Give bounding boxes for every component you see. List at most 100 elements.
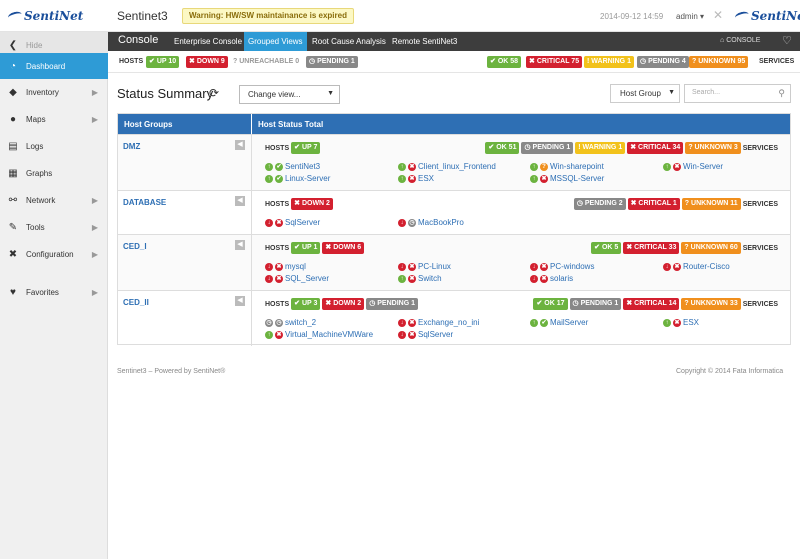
host-item[interactable]: ↑ ✔ SentiNet3 bbox=[265, 162, 320, 171]
caret-down-icon: ▼ bbox=[327, 90, 334, 97]
host-item[interactable]: ↓ ✖ SQL_Server bbox=[265, 274, 329, 283]
host-item[interactable]: ↓ ✖ SqlServer bbox=[265, 218, 320, 227]
x-circle-icon: ✖ bbox=[275, 218, 283, 227]
tab-root-cause-analysis[interactable]: Root Cause Analysis bbox=[312, 37, 386, 46]
host-item[interactable]: ↑ ✖ ESX bbox=[663, 318, 699, 327]
host-item[interactable]: ↓ ✖ solaris bbox=[530, 274, 573, 283]
host-item[interactable]: ↑ ✖ Switch bbox=[398, 274, 442, 283]
fullscreen-icon[interactable]: ✕ bbox=[713, 8, 724, 22]
host-item[interactable]: ↑ ✖ MSSQL-Server bbox=[530, 174, 604, 183]
services-unknown-badge[interactable]: ? UNKNOWN 33 bbox=[681, 298, 741, 310]
host-item[interactable]: ↓ ✖ Router-Cisco bbox=[663, 262, 730, 271]
host-item[interactable]: ↑? Win-sharepoint bbox=[530, 162, 604, 171]
tab-enterprise-console[interactable]: Enterprise Console bbox=[174, 37, 243, 46]
host-item[interactable]: ↓ ✖ mysql bbox=[265, 262, 306, 271]
badge-text: PENDING 1 bbox=[377, 300, 415, 307]
host-item[interactable]: ↑ ✖ Virtual_MachineVMWare bbox=[265, 330, 373, 339]
hosts-up-badge[interactable]: ✔ UP 10 bbox=[146, 56, 180, 68]
services-critical-badge[interactable]: ✖ CRITICAL 1 bbox=[627, 198, 680, 210]
chevron-right-icon: ▶ bbox=[91, 287, 98, 297]
collapse-icon[interactable]: ◀ bbox=[235, 296, 245, 306]
hosts-down-badge[interactable]: ✖ DOWN 2 bbox=[322, 298, 365, 310]
tab-grouped-views[interactable]: Grouped Views bbox=[244, 32, 307, 51]
host-item[interactable]: ↓ ✖ PC-windows bbox=[530, 262, 594, 271]
services-unknown-badge[interactable]: ? UNKNOWN 60 bbox=[681, 242, 741, 254]
collapse-icon[interactable]: ◀ bbox=[235, 196, 245, 206]
services-unknown-badge[interactable]: ? UNKNOWN 95 bbox=[689, 56, 749, 68]
sidebar-item-dashboard[interactable]: ◔ Dashboard bbox=[0, 53, 108, 79]
host-item[interactable]: ↓ ✖ SqlServer bbox=[398, 330, 453, 339]
hosts-up-badge[interactable]: ✔ UP 7 bbox=[291, 142, 321, 154]
dashboard-icon: ◔ bbox=[9, 60, 17, 72]
services-pending-badge[interactable]: ◷ PENDING 2 bbox=[573, 198, 626, 210]
services-pending-badge[interactable]: ◷ PENDING 4 bbox=[637, 56, 689, 68]
host-item[interactable]: ◷ ◷ switch_2 bbox=[265, 318, 316, 327]
services-ok-badge[interactable]: ✔ OK 51 bbox=[485, 142, 520, 154]
group-name[interactable]: CED_I bbox=[123, 242, 147, 251]
arrow-down-icon: ↓ bbox=[398, 218, 406, 227]
host-item[interactable]: ↓ ◷ MacBookPro bbox=[398, 218, 464, 227]
hosts-up-badge[interactable]: ✔ UP 1 bbox=[291, 242, 321, 254]
group-name[interactable]: DMZ bbox=[123, 142, 141, 151]
services-warning-badge[interactable]: ! WARNING 1 bbox=[584, 56, 634, 68]
clock-icon: ◷ bbox=[408, 218, 416, 227]
hosts-unreachable-badge[interactable]: ? UNREACHABLE 0 bbox=[230, 56, 302, 68]
tab-remote-sentinet3[interactable]: Remote SentiNet3 bbox=[392, 37, 458, 46]
breadcrumb[interactable]: ⌂ CONSOLE bbox=[720, 37, 760, 44]
group-name[interactable]: CED_II bbox=[123, 298, 149, 307]
hosts-pending-badge[interactable]: ◷ PENDING 1 bbox=[366, 298, 418, 310]
hosts-up-badge[interactable]: ✔ UP 3 bbox=[291, 298, 321, 310]
services-critical-badge[interactable]: ✖ CRITICAL 14 bbox=[623, 298, 680, 310]
search-icon[interactable]: ⚲ bbox=[778, 88, 785, 98]
badge-text: OK 17 bbox=[544, 300, 565, 307]
hosts-down-badge[interactable]: ✖ DOWN 9 bbox=[186, 56, 228, 68]
user-menu[interactable]: admin ▾ bbox=[676, 12, 704, 21]
x-circle-icon: ✖ bbox=[275, 330, 283, 339]
sidebar-item-inventory[interactable]: ◆ Inventory ▶ bbox=[0, 79, 108, 105]
hosts-down-badge[interactable]: ✖ DOWN 2 bbox=[291, 198, 333, 210]
host-group-select[interactable]: Host Group ▼ bbox=[610, 84, 680, 103]
sidebar-item-graphs[interactable]: ▦ Graphs bbox=[0, 160, 108, 186]
services-unknown-badge[interactable]: ? UNKNOWN 11 bbox=[681, 198, 741, 210]
sidebar-item-network[interactable]: ⚯ Network ▶ bbox=[0, 187, 108, 213]
sidebar-item-favorites[interactable]: ♥ Favorites ▶ bbox=[0, 279, 108, 305]
collapse-icon[interactable]: ◀ bbox=[235, 140, 245, 150]
services-critical-badge[interactable]: ✖ CRITICAL 75 bbox=[526, 56, 583, 68]
group-services-summary: ✔ OK 51 ◷ PENDING 1 ! WARNING 1 ✖ CRITIC… bbox=[485, 142, 778, 154]
host-item[interactable]: ↑ ✔ MailServer bbox=[530, 318, 588, 327]
services-warning-badge[interactable]: ! WARNING 1 bbox=[575, 142, 626, 154]
search-input[interactable]: Search... ⚲ bbox=[684, 84, 791, 103]
host-item[interactable]: ↑ ✖ Client_linux_Frontend bbox=[398, 162, 496, 171]
services-ok-badge[interactable]: ✔ OK 5 bbox=[591, 242, 622, 254]
sidebar-item-logs[interactable]: ▤ Logs bbox=[0, 133, 108, 159]
favorite-heart-icon[interactable]: ♡ bbox=[782, 35, 792, 47]
chevron-right-icon: ▶ bbox=[91, 249, 98, 259]
services-pending-badge[interactable]: ◷ PENDING 1 bbox=[521, 142, 574, 154]
services-unknown-badge[interactable]: ? UNKNOWN 3 bbox=[685, 142, 741, 154]
services-ok-badge[interactable]: ✔ OK 17 bbox=[533, 298, 568, 310]
arrow-down-icon: ↓ bbox=[398, 330, 406, 339]
services-pending-badge[interactable]: ◷ PENDING 1 bbox=[569, 298, 622, 310]
hosts-pending-badge[interactable]: ◷ PENDING 1 bbox=[306, 56, 358, 68]
services-ok-badge[interactable]: ✔ OK 58 bbox=[487, 56, 522, 68]
services-critical-badge[interactable]: ✖ CRITICAL 34 bbox=[627, 142, 684, 154]
refresh-icon[interactable]: ⟳ bbox=[209, 86, 220, 100]
arrow-up-icon: ↑ bbox=[663, 318, 671, 327]
hosts-down-badge[interactable]: ✖ DOWN 6 bbox=[322, 242, 365, 254]
host-item[interactable]: ↑ ✔ Linux-Server bbox=[265, 174, 330, 183]
services-critical-badge[interactable]: ✖ CRITICAL 33 bbox=[623, 242, 680, 254]
sentinet-logo[interactable]: SentiNet bbox=[7, 6, 83, 26]
sidebar-item-maps[interactable]: ● Maps ▶ bbox=[0, 106, 108, 132]
collapse-icon[interactable]: ◀ bbox=[235, 240, 245, 250]
change-view-select[interactable]: Change view... ▼ bbox=[239, 85, 340, 104]
header-divider bbox=[251, 114, 252, 134]
group-name[interactable]: DATABASE bbox=[123, 198, 167, 207]
host-item[interactable]: ↑ ✖ Win-Server bbox=[663, 162, 723, 171]
host-item[interactable]: ↓ ✖ PC-Linux bbox=[398, 262, 451, 271]
host-item[interactable]: ↑ ✖ ESX bbox=[398, 174, 434, 183]
host-item[interactable]: ↓ ✖ Exchange_no_ini bbox=[398, 318, 479, 327]
sidebar-item-tools[interactable]: ✎ Tools ▶ bbox=[0, 214, 108, 240]
search-placeholder: Search... bbox=[692, 89, 721, 96]
sidebar-item-configuration[interactable]: ✖ Configuration ▶ bbox=[0, 241, 108, 267]
host-name: Client_linux_Frontend bbox=[418, 162, 496, 171]
